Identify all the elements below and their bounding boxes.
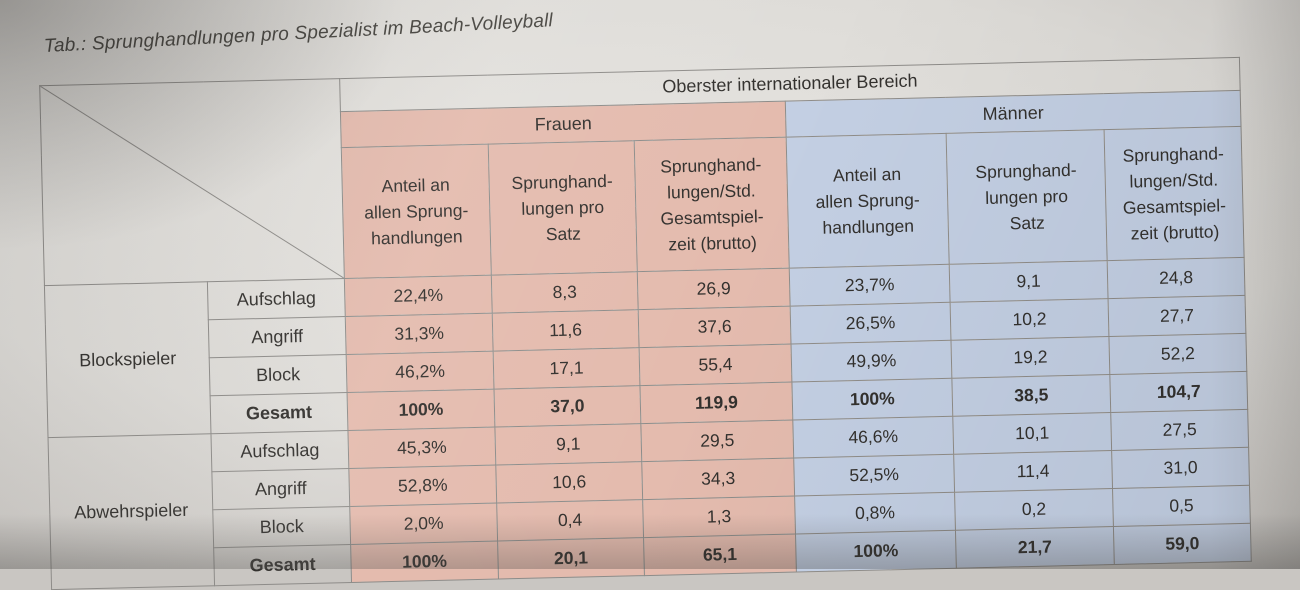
data-cell: 9,1 [949,260,1109,303]
data-cell: 26,9 [637,268,791,310]
data-cell: 100% [795,530,957,573]
data-cell: 45,3% [347,427,496,469]
row-group-label-blockspieler: Blockspieler [44,281,211,438]
col-header-frauen-pro-satz: Sprunghand- lungen pro Satz [488,140,638,276]
action-label: Gesamt [210,392,348,434]
data-cell: 23,7% [789,264,951,307]
col-header-frauen-pro-std: Sprunghand- lungen/Std. Gesamtspiel- zei… [634,137,790,272]
action-label: Block [212,506,351,548]
data-cell: 2,0% [349,503,498,545]
data-cell: 59,0 [1113,523,1252,565]
data-cell: 52,5% [793,454,955,497]
data-cell: 29,5 [640,420,794,462]
data-cell: 22,4% [344,275,493,317]
data-cell: 34,3 [641,458,795,500]
data-cell: 0,4 [496,499,644,542]
data-cell: 52,8% [348,465,497,507]
data-cell: 55,4 [639,344,792,386]
data-cell: 104,7 [1109,371,1248,413]
data-cell: 21,7 [955,526,1115,569]
data-cell: 100% [347,389,495,431]
action-label: Gesamt [213,544,352,586]
data-cell: 10,1 [952,412,1112,455]
col-header-maenner-pro-satz: Sprunghand- lungen pro Satz [946,129,1108,265]
data-cell: 27,5 [1110,409,1249,451]
data-cell: 37,0 [494,385,641,428]
data-cell: 20,1 [497,537,645,580]
col-header-maenner-pro-std: Sprunghand- lungen/Std. Gesamtspiel- zei… [1104,126,1245,261]
data-cell: 100% [350,541,499,583]
data-cell: 11,4 [953,450,1113,493]
table-container: Oberster internationaler Bereich Frauen … [39,57,1252,590]
action-label: Aufschlag [207,278,346,320]
action-label: Angriff [208,316,347,358]
data-cell: 52,2 [1108,333,1247,375]
data-cell: 8,3 [491,271,639,314]
header-row-top: Oberster internationaler Bereich [39,57,1241,286]
data-cell: 11,6 [492,309,640,352]
data-cell: 119,9 [639,382,793,424]
sprunghandlungen-table: Oberster internationaler Bereich Frauen … [39,57,1252,590]
action-label: Angriff [211,468,350,510]
col-header-frauen-anteil: Anteil an allen Sprung- handlungen [341,144,492,279]
data-cell: 0,2 [954,488,1114,531]
data-cell: 1,3 [642,496,796,538]
data-cell: 31,0 [1111,447,1250,489]
data-cell: 27,7 [1108,295,1246,337]
data-cell: 10,6 [495,461,643,504]
data-cell: 31,3% [345,313,494,355]
data-cell: 100% [791,378,953,421]
data-cell: 37,6 [638,306,792,348]
data-cell: 19,2 [950,336,1110,379]
col-header-maenner-anteil: Anteil an allen Sprung- handlungen [786,133,950,269]
data-cell: 46,6% [792,416,954,459]
data-cell: 49,9% [791,340,952,383]
data-cell: 0,8% [794,492,956,535]
data-cell: 10,2 [950,298,1109,341]
data-cell: 26,5% [790,302,951,345]
data-cell: 0,5 [1112,485,1251,527]
action-label: Block [209,354,348,396]
data-cell: 65,1 [643,534,797,576]
data-cell: 9,1 [494,423,642,466]
data-cell: 38,5 [951,374,1111,417]
action-label: Aufschlag [210,430,349,472]
diagonal-line-icon [40,79,344,285]
row-group-label-abwehrspieler: Abwehrspieler [48,433,215,590]
data-cell: 17,1 [493,347,640,390]
diagonal-header-cell [39,78,345,286]
data-cell: 24,8 [1107,257,1246,299]
data-cell: 46,2% [346,351,495,393]
